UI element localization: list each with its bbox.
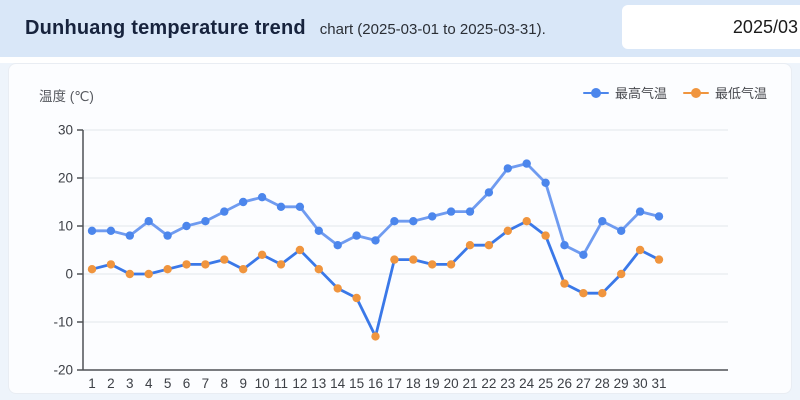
svg-text:28: 28 xyxy=(595,376,610,391)
svg-text:17: 17 xyxy=(387,376,402,391)
svg-text:26: 26 xyxy=(557,376,572,391)
svg-text:20: 20 xyxy=(58,171,73,186)
min-temp-legend-icon xyxy=(682,87,709,98)
page-subtitle: chart (2025-03-01 to 2025-03-31). xyxy=(319,21,546,38)
svg-text:10: 10 xyxy=(255,376,270,391)
svg-text:3: 3 xyxy=(126,376,134,391)
svg-text:30: 30 xyxy=(58,123,73,138)
legend-label-max: 最高气温 xyxy=(614,86,667,101)
header-bar: Dunhuang temperature trend chart (2025-0… xyxy=(0,0,800,57)
svg-text:16: 16 xyxy=(368,376,383,391)
svg-text:18: 18 xyxy=(406,376,421,391)
svg-text:24: 24 xyxy=(519,376,535,391)
legend-label-min: 最低气温 xyxy=(714,86,767,101)
svg-text:21: 21 xyxy=(462,376,477,391)
header-divider xyxy=(0,57,800,63)
svg-text:0: 0 xyxy=(65,267,73,282)
svg-text:2: 2 xyxy=(107,376,115,391)
svg-text:6: 6 xyxy=(183,376,191,391)
legend-item-max[interactable]: 最高气温 xyxy=(582,83,667,102)
svg-text:9: 9 xyxy=(239,376,247,391)
svg-text:23: 23 xyxy=(500,376,515,391)
svg-text:14: 14 xyxy=(330,376,346,391)
svg-text:15: 15 xyxy=(349,376,364,391)
svg-text:22: 22 xyxy=(481,376,496,391)
month-picker[interactable] xyxy=(622,5,800,49)
svg-text:4: 4 xyxy=(145,376,153,391)
svg-text:20: 20 xyxy=(444,376,459,391)
svg-text:25: 25 xyxy=(538,376,553,391)
svg-text:27: 27 xyxy=(576,376,591,391)
svg-text:30: 30 xyxy=(633,376,648,391)
svg-text:7: 7 xyxy=(202,376,210,391)
svg-text:29: 29 xyxy=(614,376,629,391)
legend-item-min[interactable]: 最低气温 xyxy=(682,83,767,102)
svg-text:12: 12 xyxy=(292,376,307,391)
svg-text:31: 31 xyxy=(651,376,666,391)
month-picker-input[interactable] xyxy=(622,16,800,38)
page-title: Dunhuang temperature trend xyxy=(25,17,306,39)
chart-legend: 最高气温 最低气温 xyxy=(582,83,767,102)
svg-text:-10: -10 xyxy=(53,315,73,330)
chart-panel: 30 20 10 0 -10 -20 1 2 3 4 5 6 7 8 9 10 11 12 13 14 15 16 17 18… xyxy=(8,63,792,394)
svg-text:10: 10 xyxy=(58,219,73,234)
max-temp-legend-icon xyxy=(582,87,609,98)
svg-text:-20: -20 xyxy=(53,363,73,378)
svg-text:19: 19 xyxy=(425,376,440,391)
svg-text:13: 13 xyxy=(311,376,326,391)
svg-text:5: 5 xyxy=(164,376,172,391)
svg-text:1: 1 xyxy=(88,376,96,391)
svg-text:8: 8 xyxy=(221,376,229,391)
svg-text:11: 11 xyxy=(274,376,288,391)
y-axis-title: 温度 (℃) xyxy=(39,89,94,104)
